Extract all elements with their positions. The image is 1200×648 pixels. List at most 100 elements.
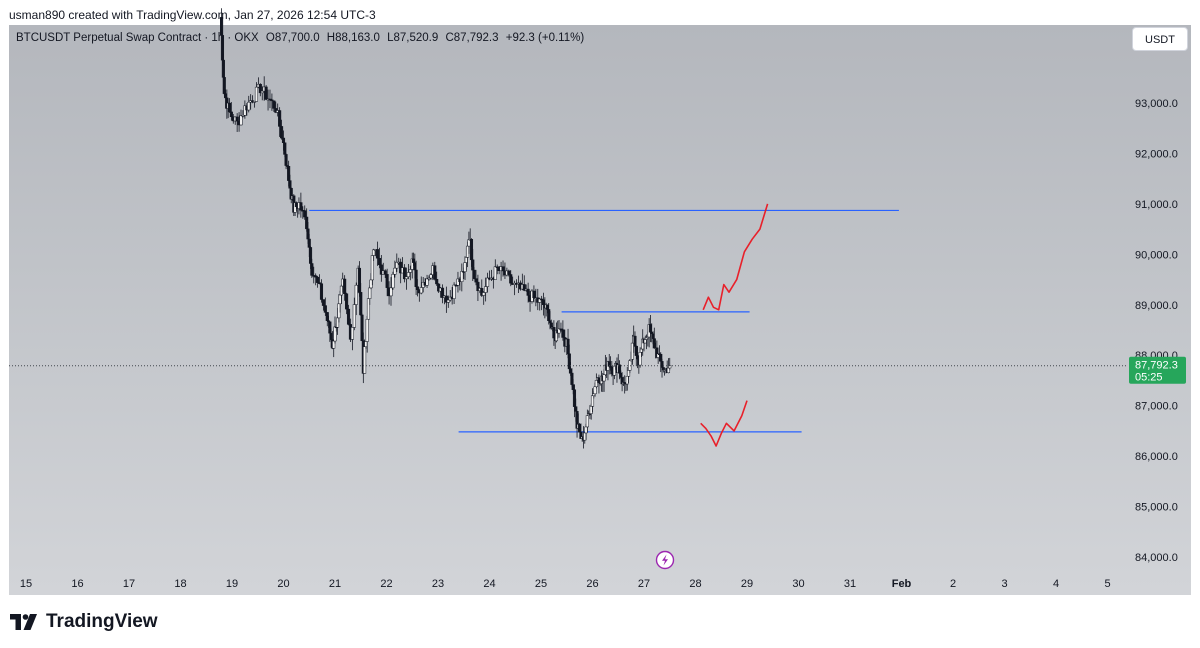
y-tick-label: 84,000.0 (1135, 552, 1178, 564)
x-tick-label: 19 (226, 578, 238, 590)
candle-body (221, 59, 225, 78)
candle-body (318, 282, 322, 284)
candle-body (281, 137, 286, 143)
x-tick-label: 31 (844, 578, 856, 590)
candle-body (472, 269, 476, 279)
x-tick-label: 30 (792, 578, 804, 590)
candle-body (501, 266, 505, 272)
candle-body (280, 126, 284, 139)
x-tick-label: 23 (432, 578, 444, 590)
candle-body (377, 257, 381, 266)
candle-body (385, 274, 389, 288)
candle-body (321, 299, 325, 306)
candle-body (456, 278, 460, 286)
candle-body (437, 283, 441, 292)
candle-body (372, 249, 376, 256)
candle-body (633, 335, 637, 347)
candle-body (379, 264, 383, 275)
symbol-name[interactable]: BTCUSDT Perpetual Swap Contract · 1h · O… (16, 32, 259, 44)
candle-body (227, 102, 231, 113)
candle-body (354, 284, 358, 305)
candle-body (352, 304, 356, 328)
candle-body (532, 290, 536, 299)
candle-body (493, 266, 497, 280)
x-tick-label: 26 (586, 578, 598, 590)
candle-body (368, 287, 372, 299)
candle-body (444, 295, 448, 303)
x-tick-label: Feb (892, 578, 912, 590)
y-tick-label: 86,000.0 (1135, 451, 1178, 463)
candle-body (270, 99, 274, 102)
projection-drawings[interactable] (700, 203, 769, 447)
candle-body (522, 284, 526, 291)
x-tick-label: 27 (638, 578, 650, 590)
candle-body (375, 249, 380, 259)
x-tick-label: 21 (329, 578, 341, 590)
candle-body (419, 287, 423, 294)
candle-body (243, 105, 247, 116)
x-tick-label: 2 (950, 578, 956, 590)
lightning-icon[interactable] (655, 550, 675, 570)
candle-body (284, 154, 288, 166)
x-tick-label: 3 (1001, 578, 1007, 590)
candle-body (482, 292, 486, 296)
x-tick-label: 24 (483, 578, 495, 590)
candle-body (509, 274, 513, 284)
candle-body (427, 277, 431, 280)
time-axis[interactable]: 15 16 17 18 19 20 21 22 23 24 25 26 27 28 29 30 31 Feb 2 3 4… (20, 578, 1111, 590)
price-series (220, 8, 672, 449)
candle-body (460, 271, 464, 282)
x-tick-label: 29 (741, 578, 753, 590)
y-tick-label: 90,000.0 (1135, 249, 1178, 261)
y-tick-label: 87,000.0 (1135, 401, 1178, 413)
x-tick-label: 18 (174, 578, 186, 590)
last-price-label: 87,792.3 05:25 (1129, 356, 1186, 384)
candle-body (345, 293, 349, 310)
candle-body (350, 327, 354, 340)
close-value: C87,792.3 (445, 32, 499, 44)
candle-body (278, 110, 282, 127)
candle-body (561, 329, 565, 338)
x-tick-label: 22 (380, 578, 392, 590)
candle-body (454, 284, 458, 287)
candle-body (310, 263, 314, 276)
candle-body (486, 277, 490, 287)
tradingview-logo[interactable]: TradingView (10, 611, 158, 633)
horizontal-levels[interactable] (309, 209, 899, 433)
candle-body (268, 98, 272, 101)
candle-body (446, 299, 450, 303)
candle-body (395, 262, 399, 269)
candle-body (467, 239, 471, 247)
candle-body (254, 86, 259, 102)
candle-body (365, 318, 369, 342)
candle-body (408, 269, 412, 273)
chart-pane[interactable] (9, 25, 1191, 595)
candle-body (272, 100, 276, 109)
currency-button[interactable]: USDT (1132, 27, 1188, 51)
symbol-info[interactable]: BTCUSDT Perpetual Swap Contract · 1h · O… (16, 32, 588, 44)
candle-body (484, 286, 488, 293)
candle-body (574, 406, 578, 412)
candle-body (476, 281, 480, 292)
projection-path[interactable] (702, 203, 769, 311)
candle-body (283, 142, 287, 155)
last-price-value: 87,792.3 (1135, 360, 1178, 372)
x-tick-label: 4 (1053, 578, 1059, 590)
price-axis[interactable]: 84,000.085,000.086,000.087,000.088,000.0… (1135, 98, 1178, 564)
x-tick-label: 5 (1104, 578, 1110, 590)
candle-body (303, 210, 307, 218)
candle-body (391, 274, 395, 289)
candle-body (540, 298, 544, 301)
high-value: H88,163.0 (326, 32, 380, 44)
candle-body (316, 276, 320, 283)
candle-body (363, 346, 367, 374)
candle-body (452, 284, 456, 299)
y-tick-label: 93,000.0 (1135, 98, 1178, 110)
x-tick-label: 15 (20, 578, 32, 590)
candle-body (235, 116, 239, 122)
candle-body (314, 275, 318, 278)
candle-body (415, 286, 419, 290)
projection-path[interactable] (700, 400, 748, 447)
candle-body (557, 328, 561, 334)
